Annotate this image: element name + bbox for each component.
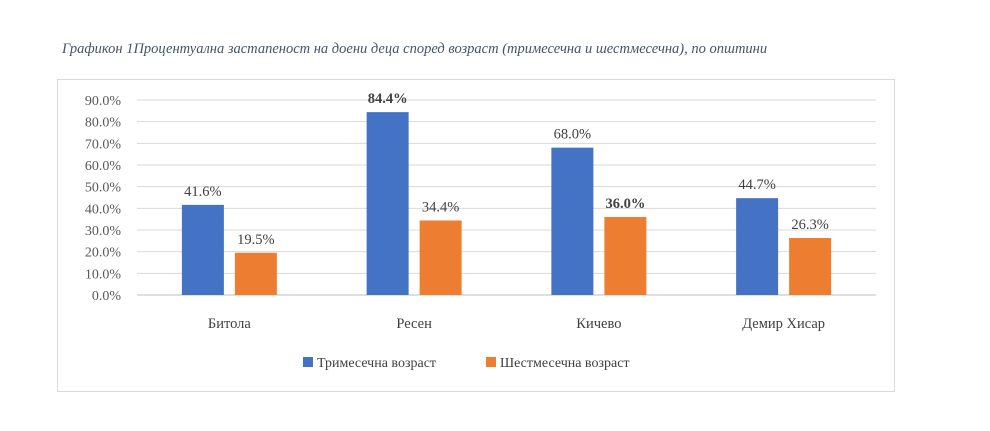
bar-sestmesecna — [234, 252, 277, 295]
chart-area — [57, 79, 895, 392]
bar-sestmesecna — [604, 217, 647, 295]
x-category-label: Кичево — [576, 316, 621, 332]
y-tick-label: 90.0% — [85, 94, 122, 109]
x-category-label: Битола — [208, 316, 252, 332]
bar-sestmesecna — [419, 220, 462, 295]
data-label: 68.0% — [554, 127, 591, 143]
bar-sestmesecna — [789, 238, 832, 295]
legend-label: Тримесечна возраст — [317, 356, 436, 371]
bar-trimesecna — [366, 112, 409, 295]
data-label: 44.7% — [738, 177, 775, 193]
legend-label: Шестмесечна возраст — [500, 356, 630, 371]
y-tick-label: 70.0% — [85, 137, 122, 152]
y-tick-label: 0.0% — [92, 289, 122, 304]
chart-caption: Графикон 1Процентуална застапеност на до… — [62, 41, 768, 57]
bar-trimesecna — [181, 204, 224, 295]
y-tick-label: 10.0% — [85, 267, 122, 282]
y-tick-label: 40.0% — [85, 202, 122, 217]
data-label: 41.6% — [184, 184, 221, 200]
data-label: 36.0% — [605, 196, 645, 212]
data-label: 26.3% — [791, 217, 828, 233]
bar-trimesecna — [551, 147, 594, 295]
y-tick-label: 80.0% — [85, 116, 122, 131]
y-tick-label: 20.0% — [85, 246, 122, 261]
data-label: 34.4% — [422, 199, 459, 215]
y-tick-label: 60.0% — [85, 159, 122, 174]
y-tick-label: 50.0% — [85, 181, 122, 196]
x-category-label: Демир Хисар — [742, 316, 825, 332]
legend-swatch — [486, 357, 496, 367]
data-label: 84.4% — [368, 91, 408, 107]
bar-trimesecna — [736, 198, 779, 295]
data-label: 19.5% — [237, 232, 274, 248]
legend-swatch — [303, 357, 313, 367]
x-category-label: Ресен — [396, 316, 432, 332]
y-tick-label: 30.0% — [85, 224, 122, 239]
